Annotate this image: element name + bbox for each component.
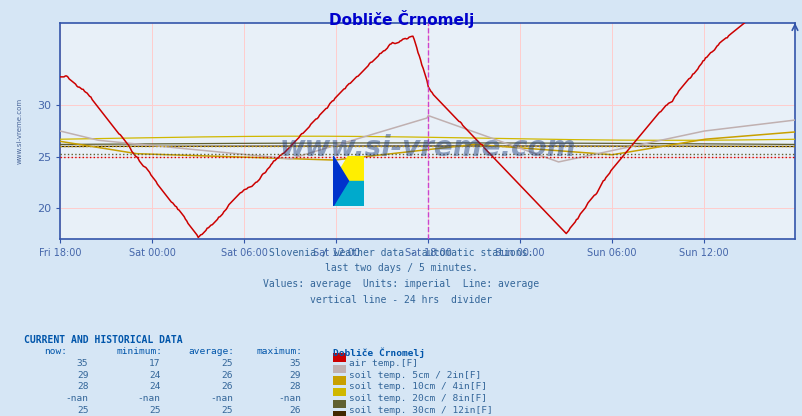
Text: 28: 28 bbox=[77, 382, 88, 391]
Text: www.si-vreme.com: www.si-vreme.com bbox=[279, 134, 575, 162]
Text: Slovenia / weather data - automatic stations.: Slovenia / weather data - automatic stat… bbox=[269, 248, 533, 258]
Text: air temp.[F]: air temp.[F] bbox=[349, 359, 418, 368]
Text: 29: 29 bbox=[290, 371, 301, 380]
Text: soil temp. 5cm / 2in[F]: soil temp. 5cm / 2in[F] bbox=[349, 371, 481, 380]
Text: 17: 17 bbox=[149, 359, 160, 368]
Text: 26: 26 bbox=[221, 382, 233, 391]
Text: 26: 26 bbox=[221, 371, 233, 380]
Text: soil temp. 30cm / 12in[F]: soil temp. 30cm / 12in[F] bbox=[349, 406, 492, 415]
Text: 25: 25 bbox=[77, 406, 88, 415]
Text: 26: 26 bbox=[290, 406, 301, 415]
Text: -nan: -nan bbox=[65, 394, 88, 403]
Text: vertical line - 24 hrs  divider: vertical line - 24 hrs divider bbox=[310, 295, 492, 305]
Text: CURRENT AND HISTORICAL DATA: CURRENT AND HISTORICAL DATA bbox=[24, 335, 183, 345]
Text: soil temp. 20cm / 8in[F]: soil temp. 20cm / 8in[F] bbox=[349, 394, 487, 403]
Text: 25: 25 bbox=[149, 406, 160, 415]
Text: 24: 24 bbox=[149, 382, 160, 391]
Polygon shape bbox=[333, 156, 348, 206]
Text: 25: 25 bbox=[221, 406, 233, 415]
Text: 35: 35 bbox=[77, 359, 88, 368]
Text: soil temp. 10cm / 4in[F]: soil temp. 10cm / 4in[F] bbox=[349, 382, 487, 391]
Polygon shape bbox=[333, 181, 363, 206]
Text: now:: now: bbox=[44, 347, 67, 357]
Polygon shape bbox=[333, 156, 363, 181]
Text: Dobliče Črnomelj: Dobliče Črnomelj bbox=[333, 347, 425, 358]
Text: 24: 24 bbox=[149, 371, 160, 380]
Text: -nan: -nan bbox=[209, 394, 233, 403]
Text: -nan: -nan bbox=[137, 394, 160, 403]
Text: www.si-vreme.com: www.si-vreme.com bbox=[17, 98, 22, 164]
Text: minimum:: minimum: bbox=[116, 347, 162, 357]
Text: 35: 35 bbox=[290, 359, 301, 368]
Text: maximum:: maximum: bbox=[257, 347, 302, 357]
Text: 28: 28 bbox=[290, 382, 301, 391]
Text: Values: average  Units: imperial  Line: average: Values: average Units: imperial Line: av… bbox=[263, 279, 539, 289]
Text: last two days / 5 minutes.: last two days / 5 minutes. bbox=[325, 263, 477, 273]
Text: 25: 25 bbox=[221, 359, 233, 368]
Text: Dobliče Črnomelj: Dobliče Črnomelj bbox=[329, 10, 473, 28]
Text: average:: average: bbox=[188, 347, 234, 357]
Text: -nan: -nan bbox=[277, 394, 301, 403]
Text: 29: 29 bbox=[77, 371, 88, 380]
